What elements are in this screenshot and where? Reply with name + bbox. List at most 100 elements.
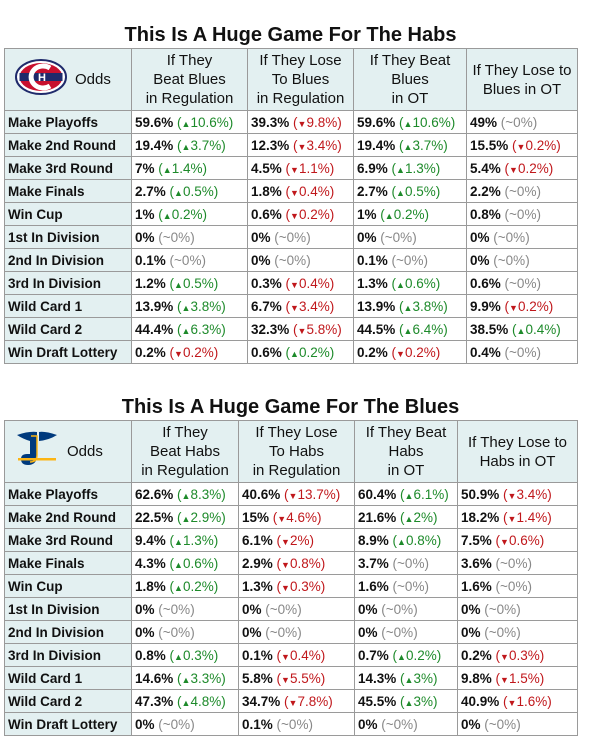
arrow-down-icon: ▼ <box>507 490 517 501</box>
odds-change: (▲1.3%) <box>169 532 219 548</box>
change-value: 0.5% <box>182 275 214 291</box>
row-label: 1st In Division <box>4 225 132 249</box>
change-value: 2% <box>413 509 433 525</box>
change-value: 3.4% <box>298 298 330 314</box>
change-value: 0.8% <box>405 532 437 548</box>
odds-value: 0% <box>251 229 271 245</box>
arrow-down-icon: ▼ <box>509 302 518 313</box>
change-value: 7.8% <box>297 693 329 709</box>
row-label: Wild Card 1 <box>4 666 132 690</box>
arrow-down-icon: ▼ <box>174 348 183 359</box>
change-value: ~0% <box>497 229 526 245</box>
odds-change: (▼3.4%) <box>503 486 552 502</box>
odds-change: (▼5.8%) <box>293 321 342 337</box>
odds-value: 39.3% <box>251 114 290 130</box>
odds-change: (▼9.8%) <box>293 114 342 130</box>
odds-value: 4.3% <box>135 555 166 571</box>
change-value: ~0% <box>162 601 191 617</box>
row-label: Make 3rd Round <box>4 156 132 180</box>
arrow-down-icon: ▼ <box>500 674 509 685</box>
odds-cell: 9.4% (▲1.3%) <box>131 528 239 552</box>
odds-cell: 0.6% (~0%) <box>466 271 578 295</box>
change-value: 0.3% <box>182 647 214 663</box>
col-header-lose-ot: If They Lose to Blues in OT <box>466 48 578 111</box>
odds-cell: 5.4% (▼0.2%) <box>466 156 578 180</box>
odds-cell: 7% (▲1.4%) <box>131 156 248 180</box>
arrow-down-icon: ▼ <box>288 697 298 708</box>
odds-cell: 6.7% (▼3.4%) <box>247 294 354 318</box>
odds-value: 1.2% <box>135 275 166 291</box>
row-label: Wild Card 2 <box>4 689 132 713</box>
table-row: Make 3rd Round 7% (▲1.4%) 4.5% (▼1.1%) 6.9%… <box>4 156 578 180</box>
row-label: Wild Card 2 <box>4 317 132 341</box>
svg-text:H: H <box>38 72 46 84</box>
odds-cell: 0.3% (▼0.4%) <box>247 271 354 295</box>
arrow-up-icon: ▲ <box>174 279 183 290</box>
odds-cell: 0.1% (▼0.4%) <box>238 643 355 667</box>
odds-change: (~0%) <box>484 624 521 640</box>
change-value: ~0% <box>509 275 537 291</box>
odds-cell: 13.9% (▲3.8%) <box>353 294 467 318</box>
table-row: Win Cup 1.8% (▲0.2%) 1.3% (▼0.3%) 1.6% (~0%… <box>4 574 578 598</box>
arrow-up-icon: ▲ <box>181 118 191 129</box>
change-value: 1.3% <box>404 160 436 176</box>
arrow-up-icon: ▲ <box>397 651 406 662</box>
odds-change: (▼13.7%) <box>284 486 341 502</box>
odds-cell: 0% (~0%) <box>354 712 458 736</box>
change-value: ~0% <box>162 229 191 245</box>
odds-cell: 1.3% (▼0.3%) <box>238 574 355 598</box>
odds-value: 0.2% <box>461 647 492 663</box>
change-value: 8.3% <box>190 486 222 502</box>
odds-cell: 0% (~0%) <box>131 225 248 249</box>
change-value: 2.9% <box>190 509 222 525</box>
odds-change: (▼1.1%) <box>285 160 335 176</box>
change-value: 0.4% <box>525 321 557 337</box>
odds-value: 0% <box>251 252 271 268</box>
odds-value: 0.1% <box>242 647 273 663</box>
odds-value: 1.6% <box>461 578 492 594</box>
odds-value: 59.6% <box>135 114 174 130</box>
row-label: Win Draft Lottery <box>4 340 132 364</box>
odds-cell: 0.1% (~0%) <box>131 248 248 272</box>
change-value: 1.3% <box>182 532 214 548</box>
change-value: 6.3% <box>190 321 222 337</box>
odds-cell: 6.9% (▲1.3%) <box>353 156 467 180</box>
arrow-down-icon: ▼ <box>281 651 290 662</box>
odds-change: (~0%) <box>484 716 521 732</box>
odds-change: (▼0.2%) <box>391 344 441 360</box>
change-value: 0.8% <box>289 555 321 571</box>
row-label: Make Playoffs <box>4 110 132 134</box>
odds-change: (▲0.2%) <box>285 344 335 360</box>
odds-cell: 21.6% (▲2%) <box>354 505 458 529</box>
col-header-beat-reg: If They Beat Blues in Regulation <box>131 48 248 111</box>
col-header-beat-ot: If They Beat Habs in OT <box>354 420 458 483</box>
odds-change: (~0%) <box>381 624 418 640</box>
odds-cell: 0% (~0%) <box>354 597 458 621</box>
change-value: 0.2% <box>298 206 330 222</box>
odds-cell: 47.3% (▲4.8%) <box>131 689 239 713</box>
odds-cell: 0% (~0%) <box>466 248 578 272</box>
odds-value: 0% <box>135 716 155 732</box>
odds-change: (▼3.4%) <box>293 137 342 153</box>
odds-change: (▲1.4%) <box>158 160 207 176</box>
col-header-beat-reg: If They Beat Habs in Regulation <box>131 420 239 483</box>
odds-cell: 0% (~0%) <box>457 712 578 736</box>
odds-change: (▼2%) <box>276 532 314 548</box>
odds-label: Odds <box>75 71 111 88</box>
odds-change: (~0%) <box>381 601 418 617</box>
change-value: 10.6% <box>190 114 229 130</box>
change-value: ~0% <box>509 344 537 360</box>
arrow-down-icon: ▼ <box>297 118 307 129</box>
odds-change: (▼0.2%) <box>504 298 554 314</box>
change-value: 0.5% <box>404 183 436 199</box>
odds-change: (~0%) <box>504 275 541 291</box>
row-label: Make Finals <box>4 551 132 575</box>
table-row: 1st In Division 0% (~0%) 0% (~0%) 0% (~0%) 0… <box>4 225 578 249</box>
change-value: 0.4% <box>289 647 321 663</box>
odds-cell: 15.5% (▼0.2%) <box>466 133 578 157</box>
row-label: 2nd In Division <box>4 248 132 272</box>
change-value: ~0% <box>488 601 517 617</box>
odds-value: 40.6% <box>242 486 281 502</box>
arrow-up-icon: ▲ <box>403 141 413 152</box>
odds-change: (▲4.8%) <box>177 693 226 709</box>
